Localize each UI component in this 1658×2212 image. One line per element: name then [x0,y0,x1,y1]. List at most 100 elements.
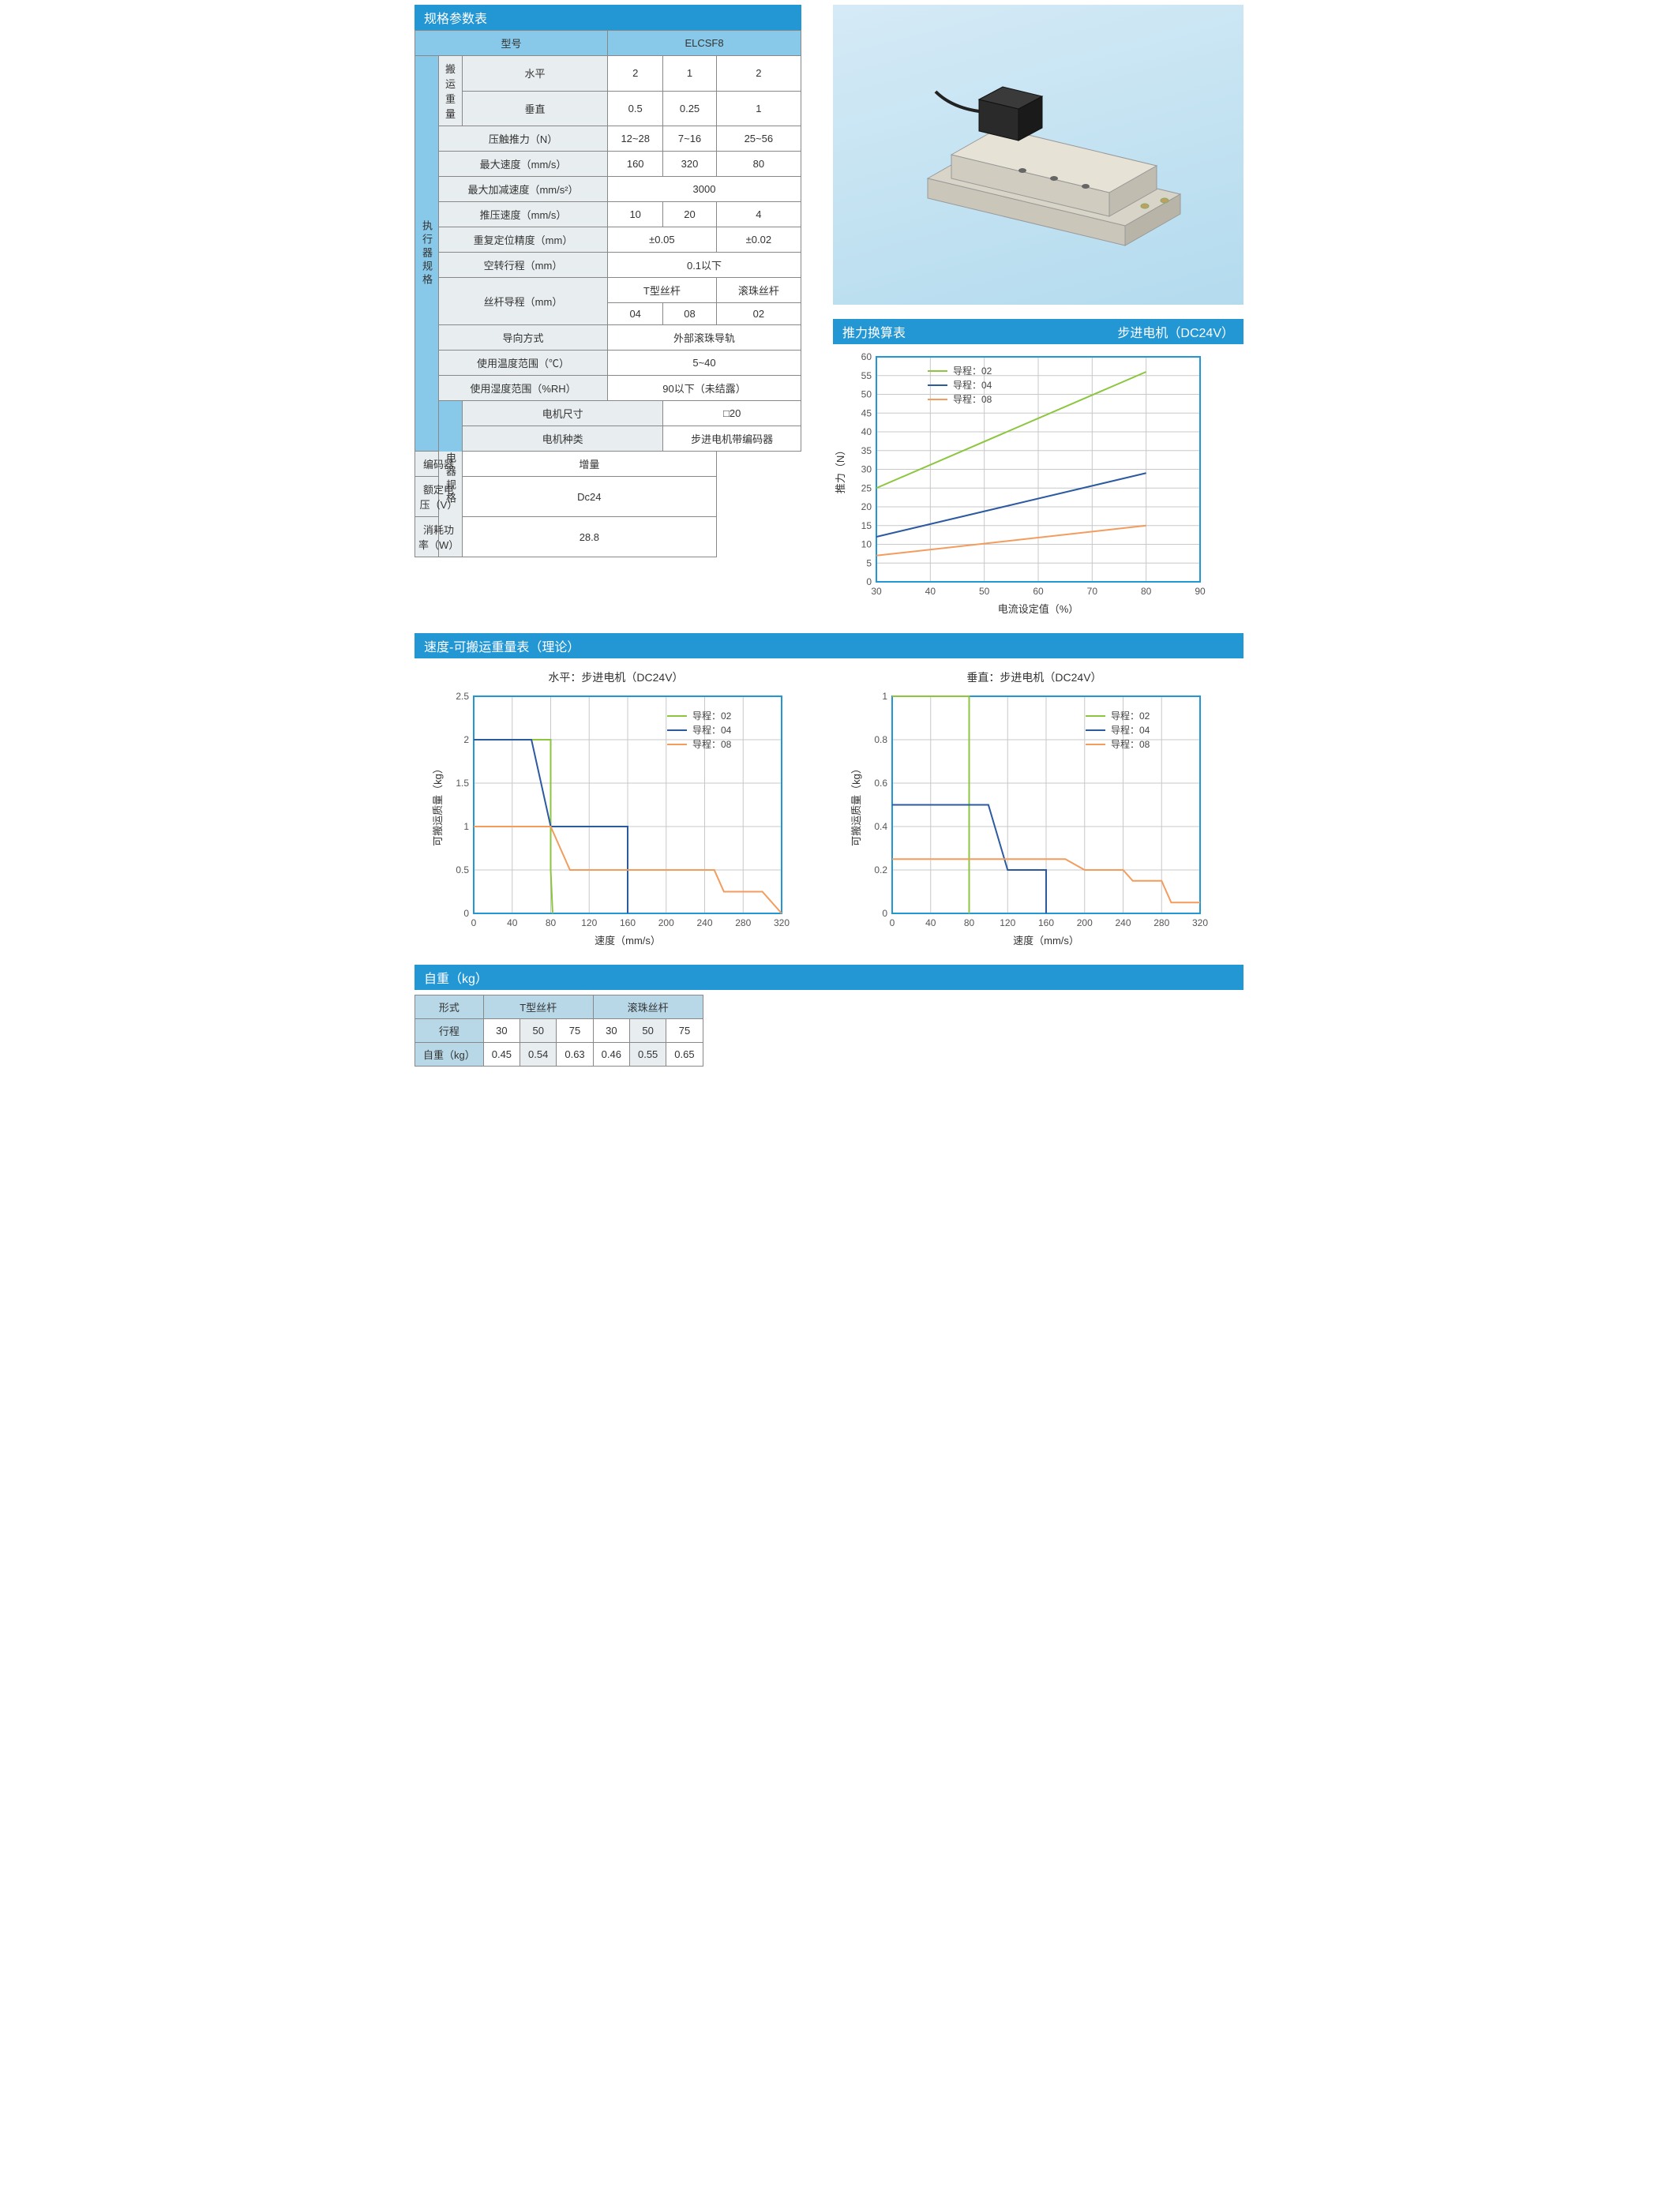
cell: 20 [663,202,716,227]
svg-text:40: 40 [925,917,936,928]
model-value: ELCSF8 [608,31,801,56]
thrust-chart: 30405060708090051015202530354045505560电流… [833,344,1244,617]
svg-text:280: 280 [735,917,751,928]
cell: 1 [716,91,801,126]
svg-text:速度（mm/s）: 速度（mm/s） [595,935,661,947]
svg-text:15: 15 [861,520,872,531]
cell: 0.65 [666,1043,703,1067]
row-label: 导向方式 [439,325,608,351]
svg-text:240: 240 [696,917,712,928]
horiz-label: 水平 [463,56,608,92]
cell: 0.25 [663,91,716,126]
thrust-subtitle: 步进电机（DC24V） [1117,322,1234,341]
cell: 12~28 [608,126,663,152]
row-label: 消耗功率（W） [415,517,463,557]
svg-text:120: 120 [581,917,597,928]
cell: 30 [483,1019,520,1043]
cell: 滚珠丝杆 [716,278,801,303]
svg-text:320: 320 [1192,917,1208,928]
cell: 1 [663,56,716,92]
weight-title: 自重（kg） [424,968,488,987]
svg-text:可搬运质量（kg）: 可搬运质量（kg） [850,763,862,846]
actuator-illustration [849,21,1228,289]
cell: 增量 [463,452,717,477]
svg-text:0.2: 0.2 [874,864,887,875]
weight-header: 自重（kg） [414,965,1244,990]
svg-text:240: 240 [1115,917,1131,928]
cell: 160 [608,152,663,177]
svg-text:45: 45 [861,407,872,418]
cell: 10 [608,202,663,227]
svg-text:80: 80 [546,917,557,928]
cell: ±0.02 [716,227,801,253]
svg-text:2: 2 [463,734,469,745]
speedload-header: 速度-可搬运重量表（理论） [414,633,1244,658]
svg-text:20: 20 [861,501,872,512]
product-image [833,5,1244,305]
svg-text:导程：08: 导程：08 [692,738,732,750]
svg-text:1: 1 [463,821,469,832]
cell: 75 [557,1019,593,1043]
cell: 2 [716,56,801,92]
cell: T型丝杆 [608,278,717,303]
thrust-header: 推力换算表 步进电机（DC24V） [833,319,1244,344]
svg-text:70: 70 [1087,586,1098,597]
spec-header: 规格参数表 [414,5,801,30]
cell: 0.55 [629,1043,666,1067]
cell: 320 [663,152,716,177]
svg-text:120: 120 [1000,917,1015,928]
cell: Dc24 [463,477,717,517]
svg-text:320: 320 [774,917,790,928]
cell: 3000 [608,177,801,202]
svg-text:55: 55 [861,370,872,381]
svg-text:导程：02: 导程：02 [1111,710,1150,722]
speed-horiz-chart: 0408012016020024028032000.511.522.5速度（mm… [430,688,801,949]
row-label: 最大加减速度（mm/s²） [439,177,608,202]
svg-text:50: 50 [979,586,990,597]
wt-b: 滚珠丝杆 [593,995,703,1019]
cell: 80 [716,152,801,177]
svg-text:50: 50 [861,389,872,400]
cell: 75 [666,1019,703,1043]
svg-text:30: 30 [871,586,882,597]
svg-text:60: 60 [1033,586,1044,597]
svg-text:导程：04: 导程：04 [953,379,992,391]
row-label: 最大速度（mm/s） [439,152,608,177]
svg-text:200: 200 [1077,917,1093,928]
svg-text:60: 60 [861,351,872,362]
svg-text:导程：08: 导程：08 [1111,738,1150,750]
row-label: 推压速度（mm/s） [439,202,608,227]
cell: □20 [663,401,801,426]
svg-text:5: 5 [866,557,872,568]
svg-text:30: 30 [861,464,872,475]
wt-wt: 自重（kg） [415,1043,484,1067]
row-label: 重复定位精度（mm） [439,227,608,253]
cell: 30 [593,1019,629,1043]
cell: 0.63 [557,1043,593,1067]
cell: 50 [520,1019,557,1043]
svg-text:80: 80 [1141,586,1152,597]
svg-text:1: 1 [882,691,887,702]
cell: 0.1以下 [608,253,801,278]
speedload-title: 速度-可搬运重量表（理论） [424,636,580,655]
cell: ±0.05 [608,227,717,253]
model-label: 型号 [415,31,608,56]
thrust-title: 推力换算表 [842,322,906,341]
cell: 步进电机带编码器 [663,426,801,452]
svg-text:0.5: 0.5 [456,864,469,875]
row-label: 使用湿度范围（%RH） [439,376,608,401]
cell: 0.54 [520,1043,557,1067]
cell: 0.46 [593,1043,629,1067]
carry-label: 搬运重量 [439,56,463,126]
wt-form: 形式 [415,995,484,1019]
svg-text:35: 35 [861,445,872,456]
svg-text:2.5: 2.5 [456,691,469,702]
svg-text:0: 0 [890,917,895,928]
svg-text:0.8: 0.8 [874,734,887,745]
svg-text:推力（N）: 推力（N） [835,445,846,493]
cell: 4 [716,202,801,227]
row-label: 电机种类 [463,426,663,452]
cell: 0.45 [483,1043,520,1067]
svg-text:0: 0 [882,908,887,919]
weight-table: 形式 T型丝杆 滚珠丝杆 行程 30 50 75 30 50 75 自重（kg）… [414,995,703,1067]
